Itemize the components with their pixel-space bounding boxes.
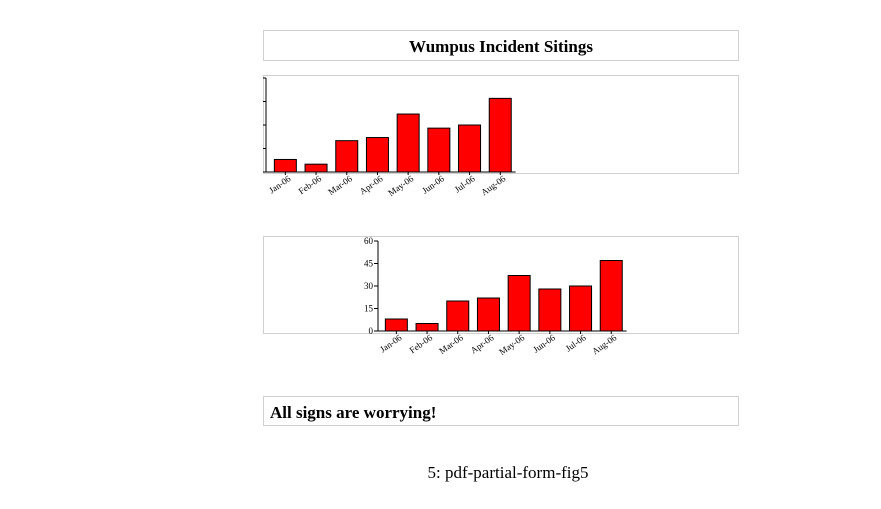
bar xyxy=(507,275,531,332)
x-tick-label: Mar-06 xyxy=(326,173,354,197)
x-tick-label: Mar-06 xyxy=(437,332,465,356)
page-title: Wumpus Incident Sitings xyxy=(409,37,593,56)
x-tick-label: Jun-06 xyxy=(420,173,446,196)
x-tick-label: Jun-06 xyxy=(531,332,557,355)
message-box xyxy=(263,396,739,426)
x-tick-label: Apr-06 xyxy=(469,332,496,355)
bar xyxy=(538,288,562,332)
x-tick-label: Jan-06 xyxy=(267,173,293,195)
y-tick-label: 0 xyxy=(257,167,262,177)
caption: 5: pdf-partial-form-fig5 xyxy=(428,463,589,482)
bar xyxy=(427,127,451,173)
y-tick-label: 0 xyxy=(369,326,374,336)
bar xyxy=(415,323,439,332)
y-tick-label: 60 xyxy=(252,73,262,83)
message: All signs are worrying! xyxy=(270,403,436,422)
bar xyxy=(488,97,512,173)
x-tick-label: Jan-06 xyxy=(378,332,404,354)
x-tick-label: Jul-06 xyxy=(453,173,478,194)
bar xyxy=(446,300,470,332)
bar xyxy=(273,158,297,173)
bar xyxy=(569,285,593,332)
y-tick-label: 60 xyxy=(364,236,374,246)
bar xyxy=(384,318,408,332)
y-tick-label: 30 xyxy=(252,120,262,130)
x-tick-label: Feb-06 xyxy=(297,173,324,196)
bar xyxy=(365,137,389,173)
bar xyxy=(335,140,359,173)
chart-box xyxy=(263,236,739,334)
bar xyxy=(396,113,420,173)
x-tick-label: May-06 xyxy=(497,332,526,357)
x-tick-label: Aug-06 xyxy=(479,173,508,197)
bar xyxy=(304,163,328,173)
x-tick-label: May-06 xyxy=(386,173,415,198)
x-tick-label: Apr-06 xyxy=(358,173,385,196)
y-tick-label: 30 xyxy=(364,281,374,291)
x-tick-label: Feb-06 xyxy=(408,332,435,355)
y-tick-label: 15 xyxy=(252,144,262,154)
title-box xyxy=(263,30,739,61)
bar xyxy=(458,124,482,173)
x-tick-label: Jul-06 xyxy=(564,332,589,353)
x-tick-label: Aug-06 xyxy=(590,332,619,356)
bar xyxy=(476,297,500,332)
y-tick-label: 15 xyxy=(364,304,374,314)
bar xyxy=(599,260,623,332)
y-tick-label: 45 xyxy=(364,259,374,269)
y-tick-label: 45 xyxy=(252,97,262,107)
